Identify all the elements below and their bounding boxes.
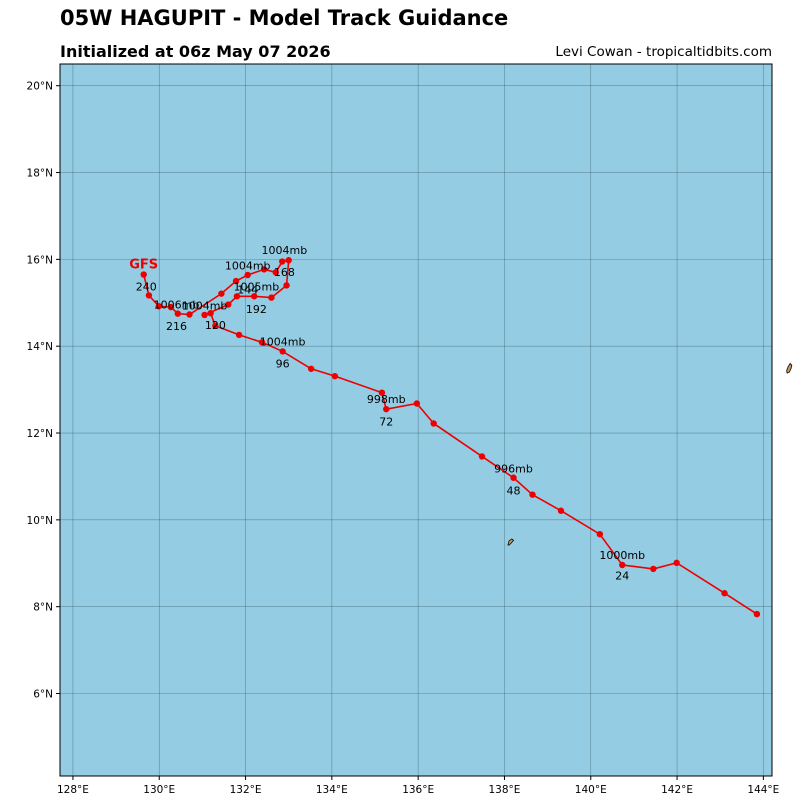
track-point [650,565,657,573]
track-point [529,491,536,498]
track-point [478,453,486,460]
forecast-hour-label: 144 [237,283,258,296]
track-point [753,610,761,618]
model-label: GFS [129,258,158,273]
lon-tick-label: 128°E [57,784,89,796]
track-point [186,311,193,318]
track-point [212,322,219,329]
track-point [307,365,315,372]
track-labels: 24 48 72 96 120 144 168 192 216 240 1000mb 996mb 998… [129,244,645,582]
pressure-label: 1004mb [262,244,308,257]
lat-tick-label: 12°N [27,428,53,440]
forecast-hour-label: 240 [136,281,157,294]
track-point [207,310,214,317]
track-point [225,301,232,308]
pressure-label: 1004mb [225,259,271,272]
forecast-hour-label: 216 [166,320,187,333]
chart-subtitle: Initialized at 06z May 07 2026 [60,42,331,61]
forecast-hour-label: 192 [246,303,267,316]
track-point [383,405,390,413]
track-point [378,389,386,396]
track-point [331,372,339,380]
pressure-label: 1004mb [260,335,306,348]
lat-tick-label: 16°N [27,254,53,266]
lat-tick-label: 20°N [27,81,53,93]
lat-tick-label: 10°N [27,515,53,527]
forecast-hour-label: 120 [205,319,226,332]
lat-tick-label: 6°N [33,689,53,701]
track-point [145,292,153,299]
chart-title: 05W HAGUPIT - Model Track Guidance [60,6,509,30]
lon-tick-label: 134°E [316,784,348,796]
pressure-label: 998mb [367,393,406,406]
ocean-background [60,64,772,776]
track-point [232,277,240,285]
track-point [673,559,680,567]
pressure-label: 1006mb [154,299,200,312]
track-point [619,561,626,569]
track-point [283,282,290,289]
track-point [721,590,728,597]
track-point [140,271,147,278]
track-point [250,293,258,300]
track-point [260,266,268,273]
track-point [244,271,251,279]
pressure-label: 1005mb [233,280,279,293]
forecast-hour-label: 72 [379,415,393,428]
lon-tick-label: 132°E [230,784,262,796]
lon-tick-label: 130°E [143,784,175,796]
track-point [413,400,421,407]
forecast-hour-label: 48 [507,484,521,497]
track-point [258,339,266,346]
map-frame [59,63,773,777]
track-point [174,310,182,317]
forecast-hour-label: 24 [615,569,629,582]
land-layer [507,362,793,546]
track-point [201,311,208,319]
track-point [285,257,292,264]
pressure-label: 1000mb [599,549,645,562]
lat-tick-label: 18°N [27,168,53,180]
island-guam [786,362,793,374]
lon-tick-label: 136°E [402,784,434,796]
track-point [268,294,275,301]
track-point [279,258,286,265]
track-point [233,293,241,300]
track-line [142,259,758,615]
lon-tick-label: 142°E [661,784,693,796]
lat-tick-label: 8°N [33,602,53,614]
graticule [60,64,772,776]
track-layer [140,257,761,618]
pressure-label: 996mb [494,463,533,476]
lat-tick-label: 14°N [27,341,53,353]
lon-tick-label: 144°E [747,784,779,796]
track-point [557,507,565,514]
credit-text: Levi Cowan - tropicaltidbits.com [555,44,772,60]
forecast-hour-label: 96 [276,358,290,371]
track-point [596,530,604,538]
track-point [218,290,225,297]
track-point [235,331,243,339]
track-point [167,303,175,311]
axis-ticks: 128°E 130°E 132°E 134°E 136°E 138°E 140°E 142°E… [27,81,780,796]
lon-tick-label: 140°E [575,784,607,796]
forecast-hour-label: 168 [274,266,295,279]
track-point [279,348,286,355]
pressure-label: 1004mb [182,299,228,312]
track-point [272,269,279,276]
track-point [510,474,517,481]
track-point [155,303,163,310]
lon-tick-label: 138°E [488,784,520,796]
track-point [430,420,437,427]
island-yap [507,538,515,546]
